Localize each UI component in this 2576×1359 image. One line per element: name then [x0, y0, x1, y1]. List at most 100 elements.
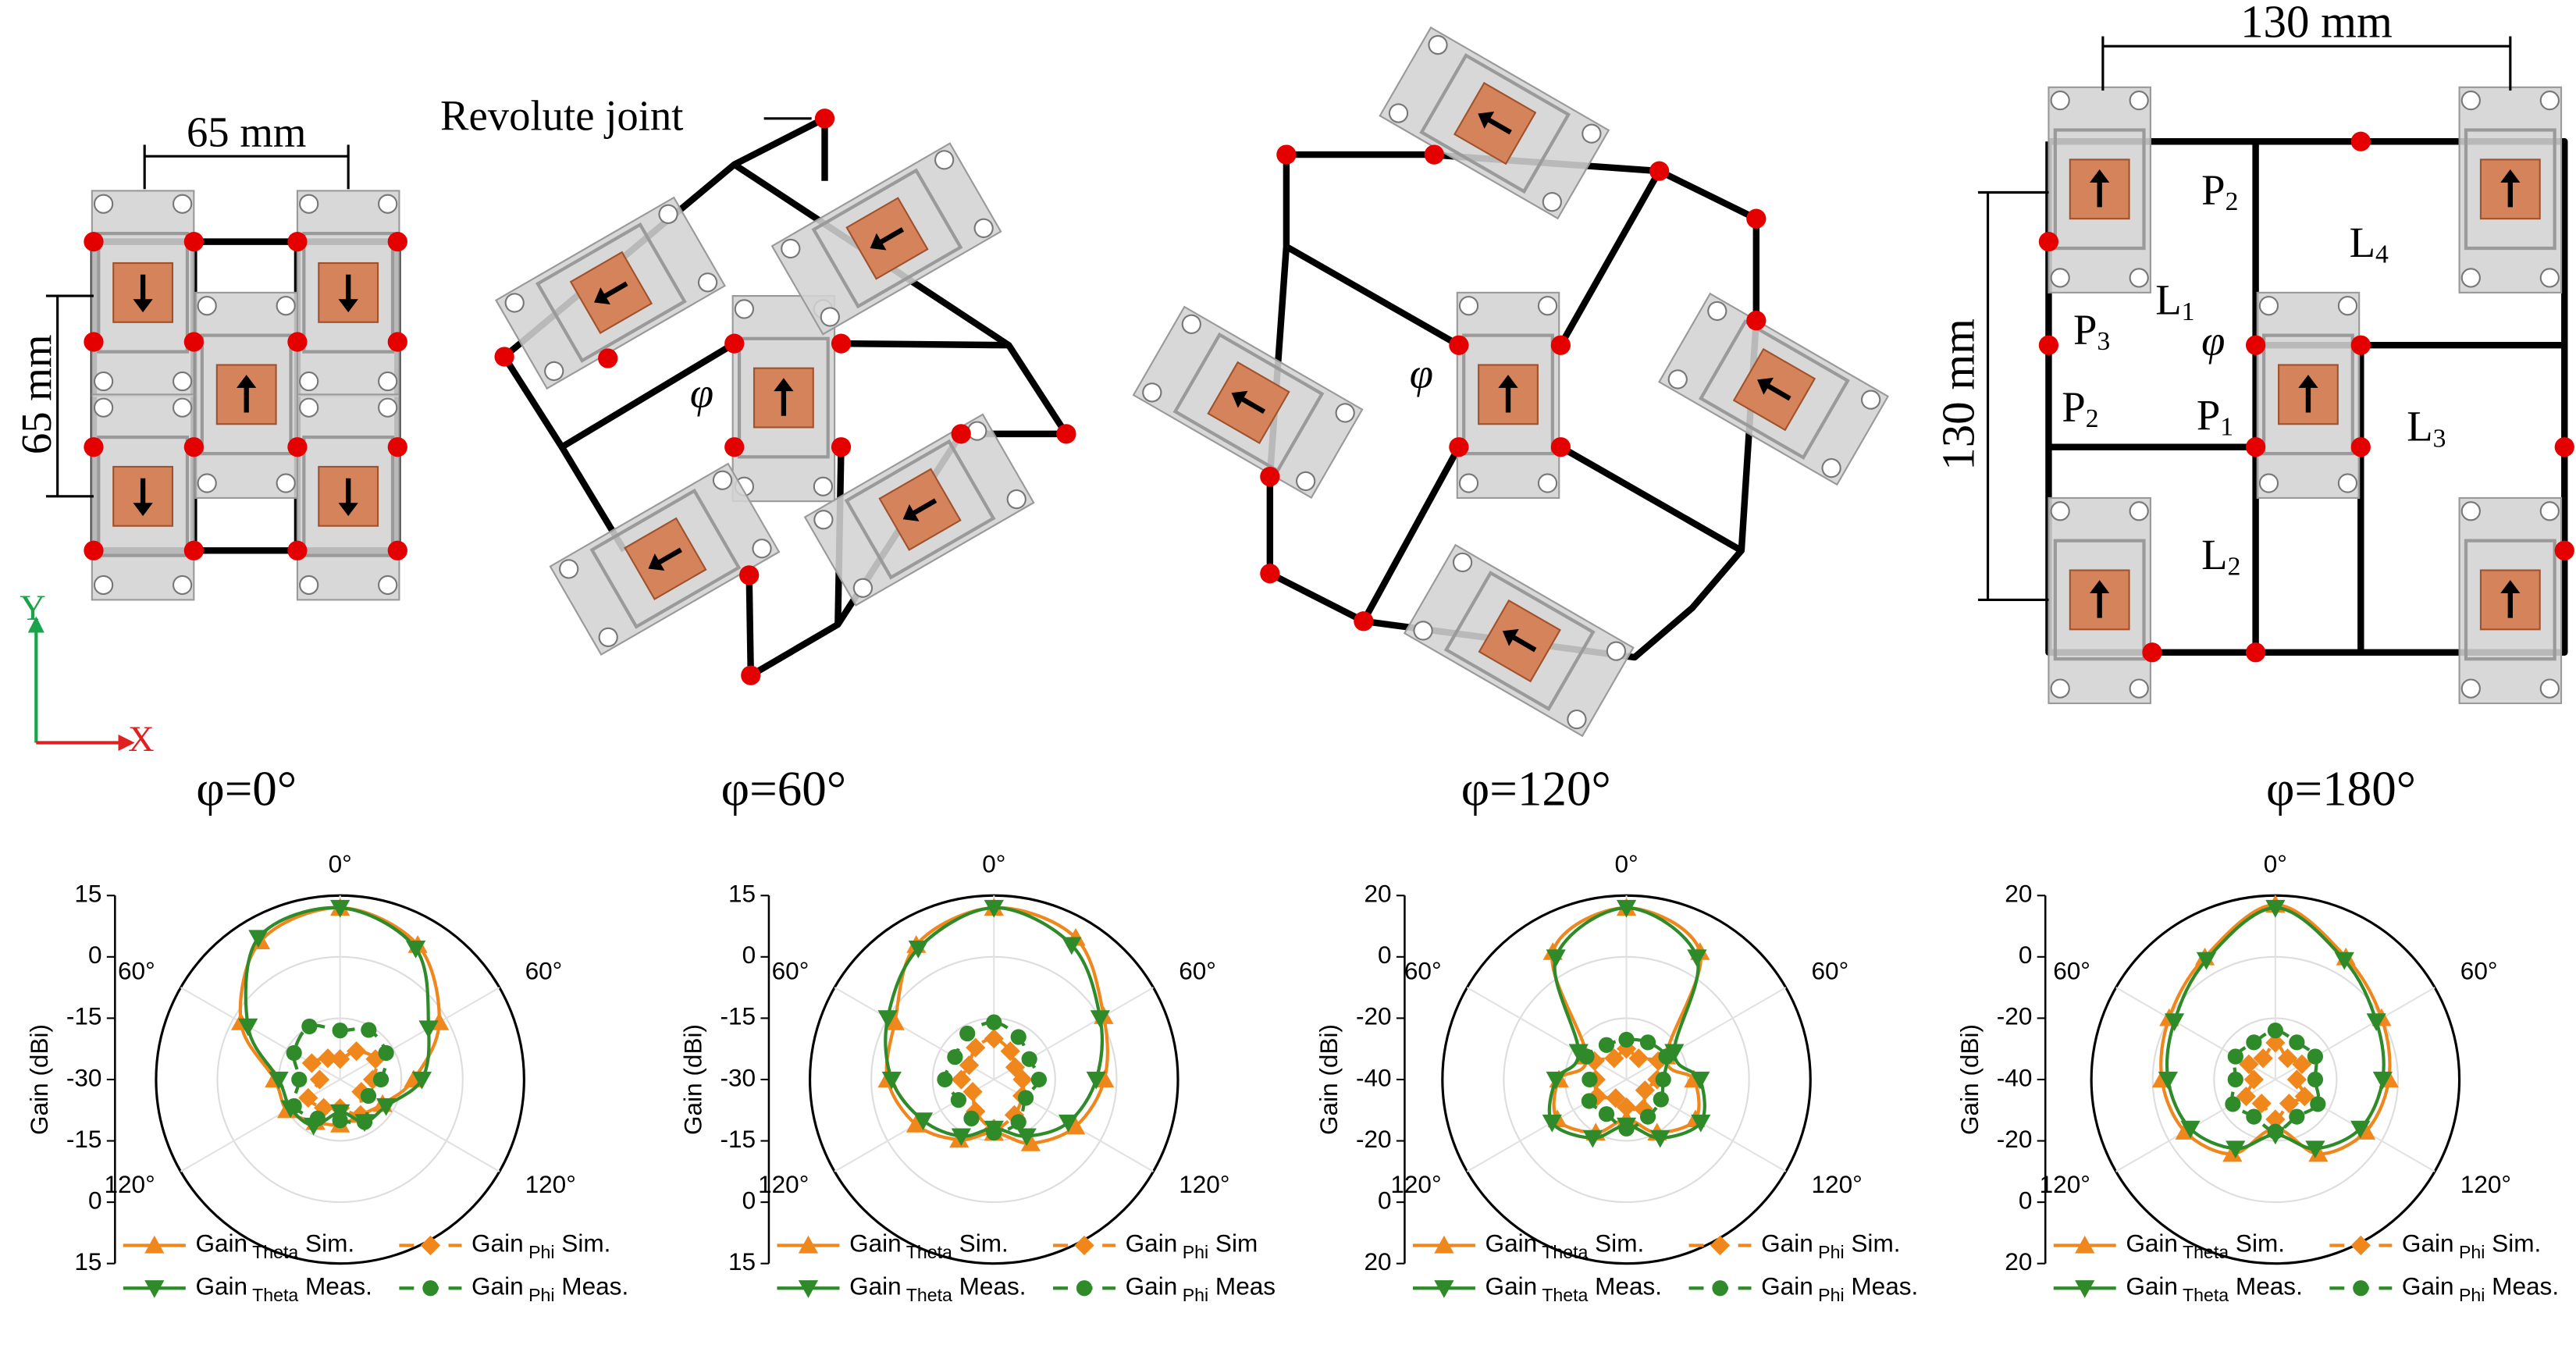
arrow-head: [133, 299, 153, 313]
screw: [93, 371, 114, 392]
marker: [2372, 1071, 2393, 1090]
screw: [93, 397, 114, 418]
marker: [1018, 1090, 1034, 1106]
legend-word: Gain: [2126, 1229, 2178, 1258]
marker: [269, 1071, 289, 1090]
marker: [1546, 949, 1566, 968]
screw: [1413, 621, 1433, 641]
theta-tick-label: 60°: [525, 957, 563, 985]
screw: [2337, 473, 2358, 493]
arrow: [902, 498, 938, 521]
screw: [1537, 296, 1558, 316]
r-tick-label: 20: [1364, 1247, 1391, 1275]
legend-marker: [144, 1280, 165, 1298]
screw: [299, 575, 319, 596]
arrow-shaft: [1486, 117, 1512, 135]
screw: [559, 559, 579, 579]
joint: [951, 424, 971, 444]
theta-tick-label: 120°: [2040, 1170, 2090, 1198]
theta-tick-label: 0°: [1614, 850, 1638, 878]
legend-word: Meas.: [1845, 1272, 1919, 1300]
screw: [1861, 390, 1881, 410]
marker: [248, 930, 269, 948]
joint: [2245, 642, 2266, 663]
marker: [1010, 1029, 1026, 1045]
arrow-shaft: [1511, 635, 1537, 653]
screw: [658, 204, 678, 224]
spoke: [1626, 1079, 1787, 1172]
marker: [2366, 1013, 2386, 1031]
r-tick-label: 20: [2005, 1247, 2032, 1275]
marker: [411, 1071, 432, 1090]
arrow-head: [133, 503, 153, 517]
link-label: L1: [2155, 276, 2194, 326]
link: [1284, 244, 1461, 348]
module-inner: [2464, 128, 2556, 251]
marker: [1664, 1044, 1685, 1062]
arrow: [2500, 169, 2521, 208]
screw: [1335, 403, 1355, 423]
angle-symbol: φ: [690, 369, 713, 417]
theta-tick-label: 60°: [772, 957, 809, 985]
theta-tick-label: 120°: [1390, 1170, 1441, 1198]
legend-word: Gain: [1126, 1229, 1178, 1258]
polar-chart: 0° 60° 60° 120° 120° 20 20 0 0 -20 -20 -40 Gain (dBi…: [1955, 850, 2559, 1305]
marker: [1639, 1108, 1656, 1125]
arrow-shaft: [1240, 396, 1266, 414]
port-label-letter: P: [2073, 305, 2097, 353]
joint: [1424, 144, 1444, 165]
module-body: [296, 393, 400, 601]
port-label: P3: [2073, 305, 2110, 356]
spoke: [1626, 987, 1787, 1080]
caption: φ=0°: [196, 761, 297, 816]
marker: [360, 1087, 377, 1105]
screw: [2539, 268, 2560, 288]
arrow-head: [1757, 377, 1774, 395]
axis-label: Y: [20, 589, 45, 628]
marker: [1581, 1093, 1598, 1109]
port-label-sub: 2: [2226, 187, 2239, 216]
legend-word: Theta: [247, 1242, 298, 1262]
screw: [781, 238, 801, 259]
marker: [950, 1092, 967, 1108]
marker: [2196, 952, 2217, 970]
arrow-shaft: [911, 498, 938, 516]
arrow-head: [648, 553, 665, 571]
screw: [2050, 91, 2070, 111]
r-tick-label: -40: [1997, 1063, 2033, 1091]
marker: [2227, 1071, 2243, 1088]
marker: [2286, 1069, 2307, 1090]
legend-word: Theta: [902, 1242, 952, 1262]
joint: [724, 333, 745, 354]
screw: [973, 218, 994, 238]
screw: [2460, 91, 2481, 111]
legend-word: Gain: [195, 1229, 247, 1258]
marker: [2265, 899, 2286, 918]
legend-word: Meas.: [2229, 1272, 2303, 1300]
screw: [1388, 103, 1409, 123]
joint: [598, 348, 618, 368]
marker: [984, 1028, 1004, 1049]
link-label: L2: [2201, 530, 2240, 581]
arrow-head: [1478, 111, 1495, 129]
link-label-letter: L: [2350, 219, 2375, 266]
arrow-head: [338, 503, 358, 517]
joint: [1260, 466, 1280, 487]
marker: [1691, 1114, 1711, 1133]
screw: [712, 470, 733, 490]
joints: [84, 109, 2574, 685]
legend-word: Theta: [1537, 1285, 1588, 1305]
marker: [1582, 1071, 1598, 1088]
screw: [276, 296, 296, 316]
screw: [2258, 296, 2279, 316]
marker: [2267, 1123, 2283, 1140]
module: [2458, 86, 2563, 294]
marker: [1598, 1037, 1615, 1053]
legend-marker: [798, 1280, 819, 1298]
marker: [286, 1098, 302, 1115]
legend-word: Gain: [2402, 1229, 2454, 1258]
marker: [2226, 1140, 2246, 1159]
arrow: [338, 478, 358, 517]
legend-marker: [1712, 1280, 1728, 1297]
arrow: [870, 227, 905, 251]
